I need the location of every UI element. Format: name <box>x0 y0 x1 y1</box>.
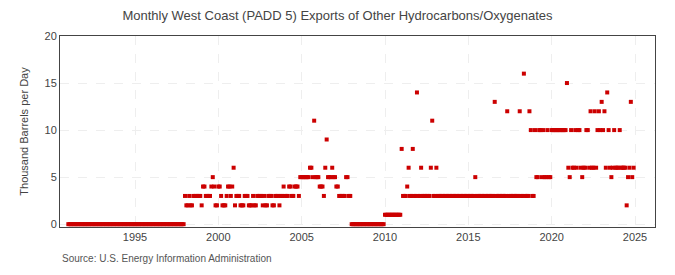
svg-text:2000: 2000 <box>206 231 230 243</box>
svg-text:10: 10 <box>45 124 57 136</box>
svg-text:2025: 2025 <box>623 231 647 243</box>
svg-text:2020: 2020 <box>539 231 563 243</box>
svg-text:2005: 2005 <box>289 231 313 243</box>
svg-text:2010: 2010 <box>373 231 397 243</box>
svg-text:Monthly West Coast (PADD 5) Ex: Monthly West Coast (PADD 5) Exports of O… <box>122 8 553 23</box>
svg-text:1995: 1995 <box>123 231 147 243</box>
svg-text:2015: 2015 <box>456 231 480 243</box>
svg-text:5: 5 <box>51 171 57 183</box>
svg-text:15: 15 <box>45 77 57 89</box>
svg-text:0: 0 <box>51 218 57 230</box>
svg-text:20: 20 <box>45 30 57 42</box>
svg-text:Source: U.S. Energy Informatio: Source: U.S. Energy Information Administ… <box>62 253 272 264</box>
svg-text:Thousand Barrels per Day: Thousand Barrels per Day <box>18 67 30 196</box>
